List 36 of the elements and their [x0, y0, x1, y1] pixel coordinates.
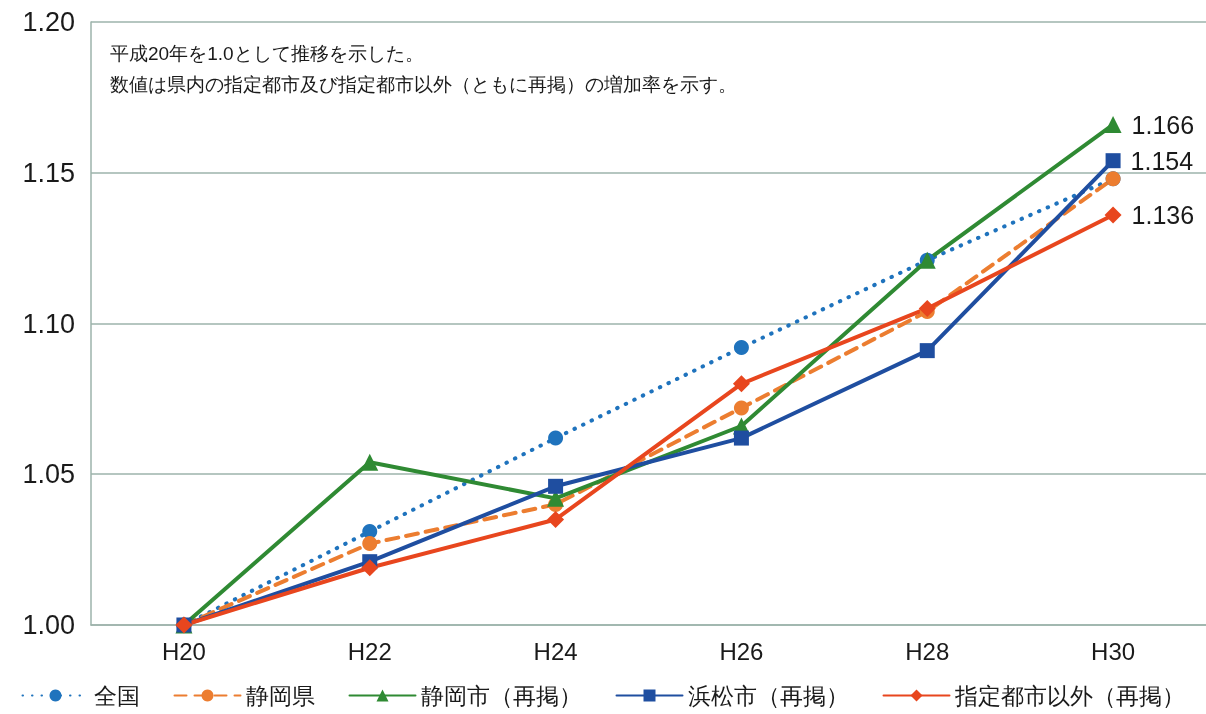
point [361, 453, 379, 471]
x-tick-label: H28 [905, 637, 950, 665]
y-tick-label: 1.10 [22, 308, 75, 339]
x-tick-label: H22 [347, 637, 392, 665]
legend-label: 指定都市以外（再掲） [953, 682, 1185, 709]
point [1104, 206, 1122, 224]
point [918, 299, 936, 317]
point [548, 430, 564, 446]
data-label: 1.154 [1130, 146, 1194, 175]
annotation: 平成20年を1.0として推移を示した。 [110, 43, 424, 64]
point [362, 536, 378, 552]
x-tick-label: H26 [719, 637, 764, 665]
annotation: 数値は県内の指定都市及び指定都市以外（ともに再掲）の増加率を示す。 [110, 74, 737, 95]
point [733, 340, 749, 356]
point [1105, 153, 1121, 169]
x-tick-label: H30 [1091, 637, 1136, 665]
point [733, 400, 749, 416]
legend-label: 浜松市（再掲） [687, 682, 849, 709]
data-label: 1.166 [1131, 110, 1195, 139]
y-tick-label: 1.15 [22, 157, 75, 188]
y-tick-label: 1.20 [22, 7, 75, 37]
x-tick-label: H24 [533, 637, 578, 665]
point [919, 343, 935, 359]
legend-label: 静岡県 [245, 682, 315, 709]
legend-label: 静岡市（再掲） [420, 682, 582, 709]
data-label: 1.136 [1131, 200, 1195, 229]
point [548, 478, 564, 494]
y-tick-label: 1.05 [22, 459, 75, 490]
point [733, 430, 749, 446]
x-tick-label: H20 [161, 637, 206, 665]
point [1104, 116, 1122, 134]
point [361, 559, 379, 577]
point [732, 375, 750, 393]
legend-label: 全国 [93, 682, 140, 709]
point [547, 510, 565, 528]
y-tick-label: 1.00 [22, 610, 75, 640]
